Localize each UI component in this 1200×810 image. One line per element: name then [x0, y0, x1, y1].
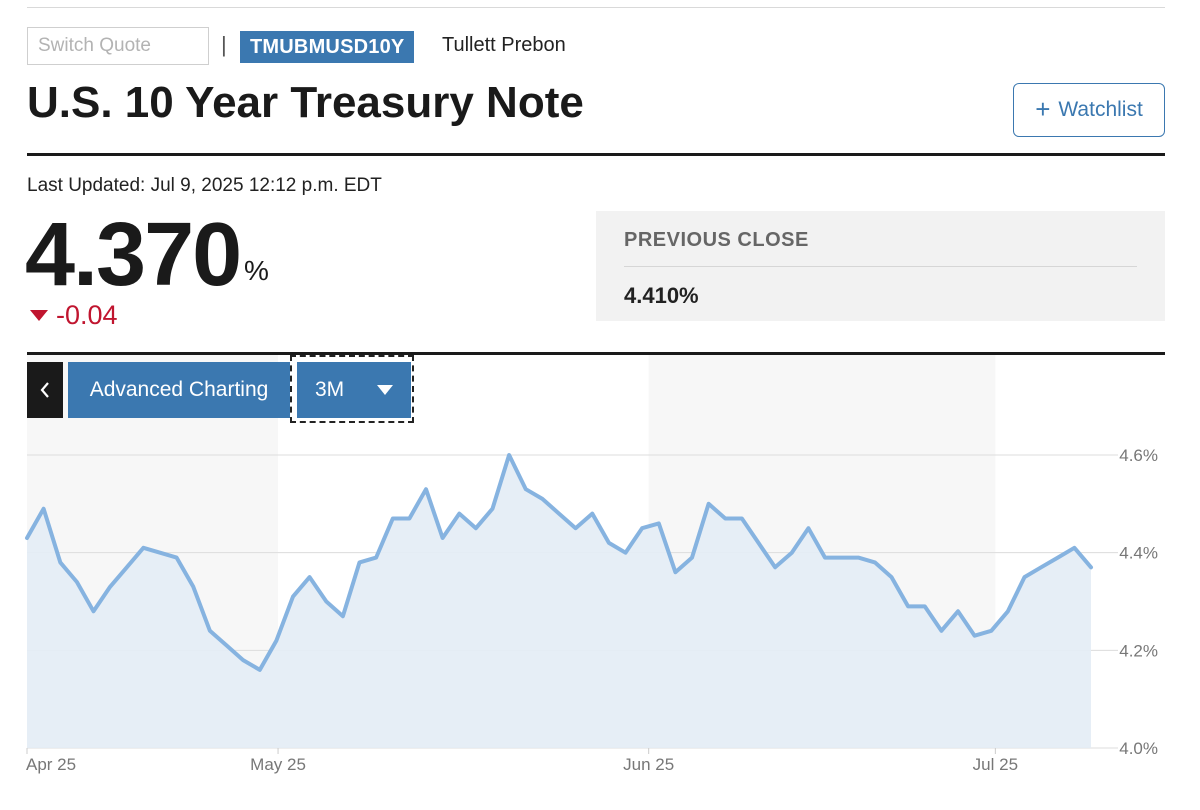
range-focus-outline: [290, 355, 414, 423]
page-title: U.S. 10 Year Treasury Note: [27, 78, 584, 127]
plus-icon: +: [1035, 94, 1051, 124]
y-tick-label: 4.4%: [1119, 544, 1158, 563]
quote-price: 4.370: [25, 205, 242, 305]
section-divider: [27, 153, 1165, 156]
x-tick-label: Jul 25: [973, 755, 1018, 774]
series-line: [25, 453, 1093, 672]
chart-back-button[interactable]: [27, 362, 63, 418]
header-separator: |: [221, 32, 227, 57]
advanced-charting-button[interactable]: Advanced Charting: [68, 362, 290, 418]
yield-chart: 4.6% 4.4% 4.2% 4.0% Apr 25 May 25 Jun 25 Jul 25: [25, 355, 1158, 774]
chart-divider: [27, 352, 1165, 355]
price-unit: %: [244, 255, 269, 286]
switch-quote-input[interactable]: [27, 27, 209, 65]
ticker-badge: TMUBMUSD10Y: [240, 31, 415, 63]
previous-close-panel: PREVIOUS CLOSE 4.410%: [596, 211, 1165, 321]
range-select-button[interactable]: 3M: [297, 362, 411, 418]
x-tick-label: Jun 25: [623, 755, 674, 774]
range-label: 3M: [315, 378, 345, 401]
previous-close-label: PREVIOUS CLOSE: [624, 229, 809, 251]
last-updated-timestamp: Last Updated: Jul 9, 2025 12:12 p.m. EDT: [27, 175, 382, 196]
quote-source: Tullett Prebon: [442, 34, 566, 56]
y-tick-label: 4.0%: [1119, 739, 1158, 758]
y-tick-label: 4.6%: [1119, 446, 1158, 465]
watchlist-label: Watchlist: [1058, 98, 1143, 121]
price-change: -0.04: [30, 300, 118, 331]
price-change-value: -0.04: [56, 300, 118, 330]
previous-close-divider: [624, 266, 1137, 267]
down-triangle-icon: [30, 310, 48, 321]
y-tick-label: 4.2%: [1119, 641, 1158, 660]
chevron-left-icon: [40, 382, 49, 398]
top-divider: [27, 7, 1165, 8]
caret-down-icon: [377, 385, 393, 395]
add-watchlist-button[interactable]: + Watchlist: [1013, 83, 1165, 137]
previous-close-value: 4.410%: [624, 283, 699, 308]
series-area: [27, 455, 1091, 748]
x-tick-label: May 25: [250, 755, 306, 774]
x-tick-label: Apr 25: [26, 755, 76, 774]
